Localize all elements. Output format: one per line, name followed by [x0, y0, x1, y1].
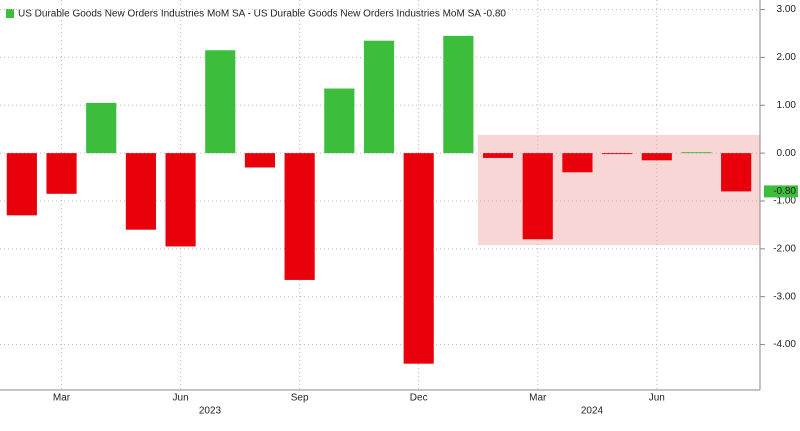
x-tick-label: Mar	[529, 393, 547, 404]
x-tick-label: Jun	[173, 393, 189, 404]
x-tick-label: Sep	[291, 393, 309, 404]
legend-label: US Durable Goods New Orders Industries M…	[18, 9, 506, 20]
bar	[46, 153, 77, 194]
last-value-box	[764, 185, 798, 198]
legend-swatch	[6, 9, 14, 18]
bar	[244, 153, 276, 168]
y-tick-label: -1.00	[773, 196, 796, 207]
bar	[165, 153, 196, 247]
bar	[324, 88, 355, 154]
y-tick-label: -4.00	[773, 339, 796, 350]
y-tick-label: 3.00	[777, 4, 797, 15]
bar	[482, 153, 514, 158]
bar	[443, 35, 474, 154]
x-tick-label: Mar	[53, 393, 71, 404]
bar	[205, 50, 236, 154]
bar	[125, 153, 156, 230]
year-label: 2024	[581, 406, 604, 417]
bar	[641, 153, 672, 161]
highlight-region	[478, 135, 760, 245]
y-tick-label: 1.00	[777, 100, 797, 111]
y-tick-label: -3.00	[773, 291, 796, 302]
y-tick-label: 2.00	[777, 52, 797, 63]
y-tick-label: -2.00	[773, 243, 796, 254]
bar	[6, 153, 37, 216]
bar	[403, 153, 434, 364]
y-tick-label: 0.00	[777, 148, 797, 159]
bar	[86, 102, 117, 154]
bar	[602, 153, 633, 155]
bar	[284, 153, 315, 280]
x-tick-label: Dec	[410, 393, 428, 404]
bar	[562, 153, 593, 173]
bar	[522, 153, 553, 240]
year-label: 2023	[199, 406, 222, 417]
bar	[363, 40, 395, 154]
bar	[721, 153, 752, 192]
last-value-label: -0.80	[773, 186, 796, 197]
bar	[681, 152, 712, 154]
x-tick-label: Jun	[649, 393, 665, 404]
